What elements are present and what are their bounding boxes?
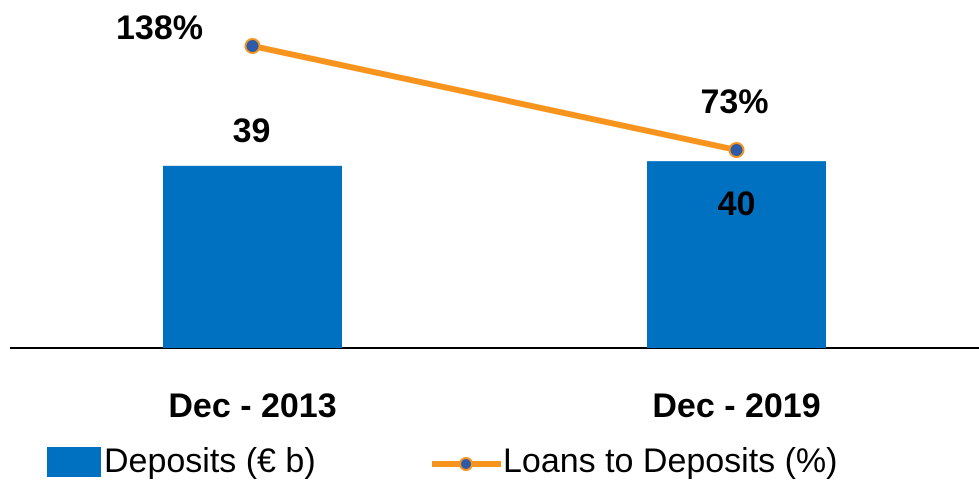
line-value-label: 73%: [700, 83, 768, 121]
bar-value-label: 39: [233, 112, 271, 150]
line-marker: [244, 38, 261, 54]
legend-swatch: [47, 447, 101, 477]
bar: [163, 165, 342, 348]
bar-value-label: 40: [718, 185, 756, 223]
legend-marker: [459, 457, 473, 471]
line: [251, 43, 738, 153]
line-marker: [728, 142, 745, 158]
x-tick-label: Dec - 2019: [652, 387, 820, 425]
legend-label: Loans to Deposits (%): [503, 442, 838, 480]
bar: [647, 161, 826, 348]
x-tick-label: Dec - 2013: [168, 387, 336, 425]
legend-label: Deposits (€ b): [104, 442, 316, 480]
line-value-label: 138%: [116, 9, 203, 47]
